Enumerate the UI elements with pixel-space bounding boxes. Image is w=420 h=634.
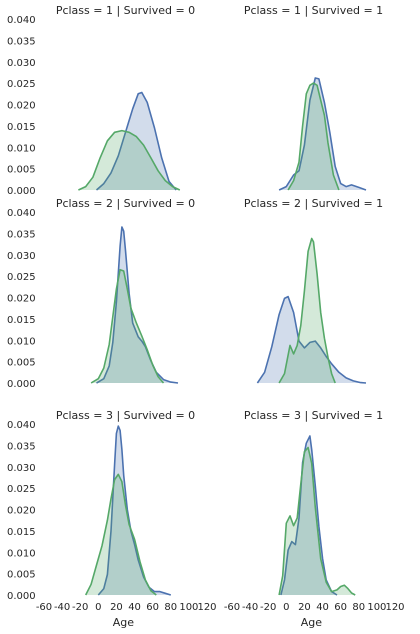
density-line-series-2 <box>278 237 336 384</box>
density-area-series-1 <box>96 227 178 383</box>
facet-panel-4: Pclass = 2 | Survived = 1 <box>244 197 383 384</box>
y-tick-label: 0.030 <box>7 251 36 262</box>
x-tick-label: 20 <box>110 602 123 613</box>
density-line-series-1 <box>97 425 172 596</box>
x-axis-label: Age <box>113 616 135 629</box>
y-tick-label: 0.035 <box>7 36 36 47</box>
panel-title: Pclass = 3 | Survived = 0 <box>56 409 195 422</box>
density-line-series-2 <box>78 129 181 191</box>
density-line-series-1 <box>280 435 338 596</box>
y-tick-label: 0.025 <box>7 484 36 495</box>
y-tick-label: 0.005 <box>7 358 36 369</box>
panel-title: Pclass = 3 | Survived = 1 <box>244 409 383 422</box>
y-tick-label: 0.015 <box>7 315 36 326</box>
x-tick-label: -60 <box>224 602 240 613</box>
y-tick-label: 0.000 <box>7 379 36 390</box>
y-tick-label: 0.010 <box>7 336 36 347</box>
x-tick-label: 60 <box>334 602 347 613</box>
density-area-series-2 <box>279 238 336 383</box>
x-tick-label: 80 <box>352 602 365 613</box>
density-line-series-1 <box>256 295 367 384</box>
x-tick-label: 100 <box>179 602 198 613</box>
x-tick-label: -60 <box>36 602 52 613</box>
x-tick-label: 100 <box>367 602 386 613</box>
facet-panel-1: Pclass = 1 | Survived = 0 0.000 0.005 0.010… <box>7 4 195 197</box>
panel-title: Pclass = 2 | Survived = 1 <box>244 197 383 210</box>
y-tick-label: 0.000 <box>7 591 36 602</box>
facet-panel-3: Pclass = 2 | Survived = 0 0.000 0.005 0.010… <box>7 197 195 390</box>
y-tick-label: 0.015 <box>7 122 36 133</box>
y-tick-label: 0.030 <box>7 58 36 69</box>
y-tick-label: 0.035 <box>7 441 36 452</box>
x-tick-label: -20 <box>260 602 276 613</box>
y-tick-label: 0.040 <box>7 208 36 219</box>
x-tick-label: 60 <box>146 602 159 613</box>
density-line-series-2 <box>287 82 340 191</box>
density-line-series-2 <box>278 446 356 596</box>
y-tick-label: 0.025 <box>7 79 36 90</box>
y-tick-label: 0.000 <box>7 186 36 197</box>
density-area-series-1 <box>279 78 366 190</box>
y-tick-label: 0.040 <box>7 15 36 26</box>
x-tick-label: 40 <box>128 602 141 613</box>
x-tick-label: 40 <box>316 602 329 613</box>
x-tick-label: 120 <box>385 602 404 613</box>
x-tick-label: -40 <box>54 602 70 613</box>
y-tick-label: 0.010 <box>7 548 36 559</box>
x-tick-label: -40 <box>242 602 258 613</box>
x-tick-label: 0 <box>95 602 101 613</box>
panel-title: Pclass = 1 | Survived = 1 <box>244 4 383 17</box>
y-tick-label: 0.015 <box>7 527 36 538</box>
y-tick-label: 0.005 <box>7 165 36 176</box>
panel-title: Pclass = 1 | Survived = 0 <box>56 4 195 17</box>
density-area-series-1 <box>257 296 366 383</box>
x-tick-label: -20 <box>72 602 88 613</box>
y-tick-label: 0.030 <box>7 463 36 474</box>
density-area-series-1 <box>96 92 177 190</box>
y-tick-label: 0.005 <box>7 570 36 581</box>
density-area-series-2 <box>78 130 180 190</box>
y-tick-label: 0.010 <box>7 143 36 154</box>
density-area-series-2 <box>85 474 157 595</box>
x-tick-label: 20 <box>298 602 311 613</box>
y-tick-label: 0.040 <box>7 420 36 431</box>
density-area-series-2 <box>279 447 356 595</box>
y-tick-label: 0.020 <box>7 506 36 517</box>
density-line-series-1 <box>95 91 177 191</box>
facet-panel-5: Pclass = 3 | Survived = 0 0.000 0.005 0.010… <box>7 409 217 629</box>
density-area-series-1 <box>280 436 337 595</box>
density-area-series-2 <box>288 83 339 190</box>
x-tick-label: 80 <box>164 602 177 613</box>
density-area-series-2 <box>91 269 164 383</box>
density-line-series-2 <box>84 473 157 596</box>
x-axis-label: Age <box>301 616 323 629</box>
y-tick-label: 0.020 <box>7 294 36 305</box>
x-tick-label: 0 <box>283 602 289 613</box>
x-tick-label: 120 <box>197 602 216 613</box>
facet-panel-6: Pclass = 3 | Survived = 1 -60 -40 -20 0 20 40 6… <box>224 409 405 629</box>
density-area-series-1 <box>98 426 171 595</box>
y-tick-label: 0.025 <box>7 272 36 283</box>
density-line-series-2 <box>90 268 165 384</box>
panel-title: Pclass = 2 | Survived = 0 <box>56 197 195 210</box>
y-tick-label: 0.035 <box>7 229 36 240</box>
y-tick-label: 0.020 <box>7 101 36 112</box>
facet-panel-2: Pclass = 1 | Survived = 1 <box>244 4 383 191</box>
